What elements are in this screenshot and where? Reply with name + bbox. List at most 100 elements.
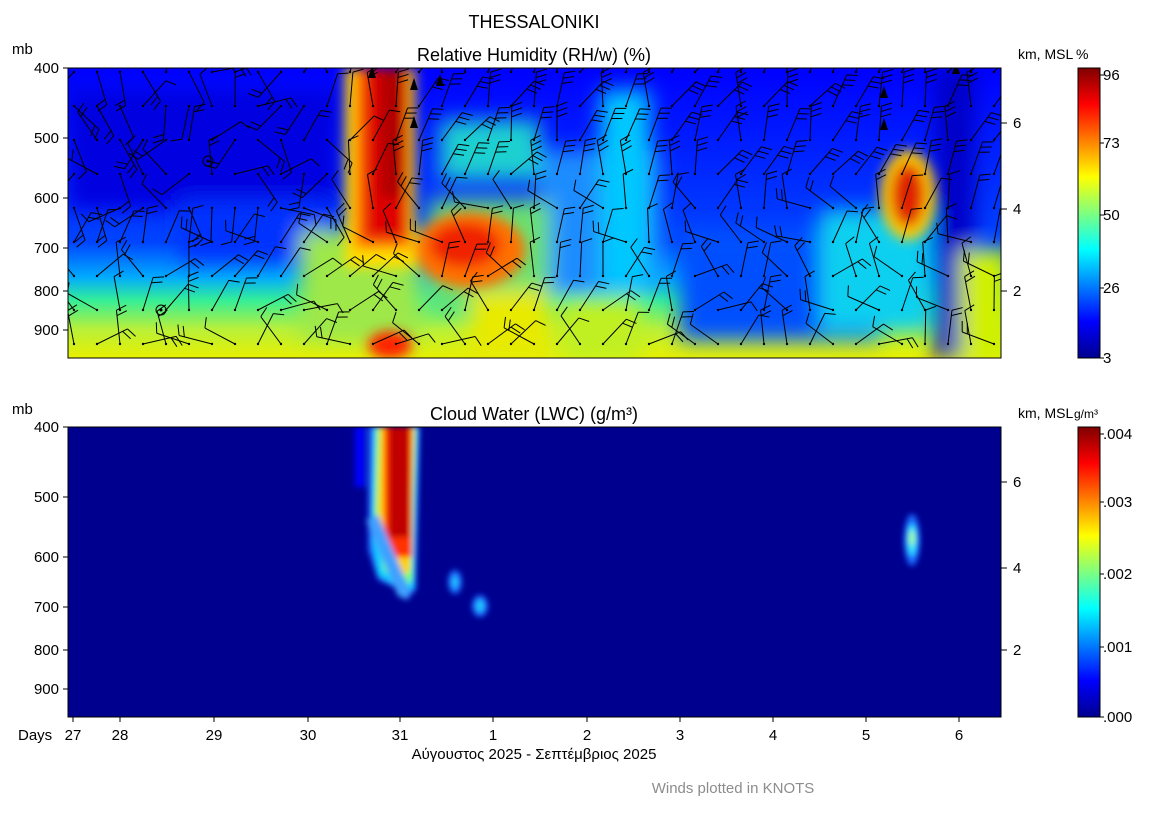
- wind-barb: [533, 277, 546, 311]
- wind-barb: [761, 252, 788, 277]
- wind-barb: [735, 222, 765, 243]
- wind-barb: [579, 81, 604, 107]
- day-tick-label: 6: [955, 727, 963, 744]
- wind-barb: [642, 72, 650, 107]
- day-tick-label: 4: [769, 727, 777, 744]
- wind-barb: [671, 81, 697, 107]
- height-tick-label: 4: [1013, 560, 1021, 577]
- wind-barb: [119, 139, 138, 170]
- wind-barb: [73, 139, 87, 172]
- wind-barb: [717, 111, 738, 141]
- figure-title: THESSALONIKI: [468, 12, 599, 32]
- pressure-tick-label: 600: [34, 190, 59, 207]
- colorbar-tick-label: 73: [1103, 135, 1120, 152]
- wind-barb: [326, 311, 340, 345]
- wind-barb: [619, 140, 627, 175]
- wind-barb: [211, 254, 239, 277]
- wind-barb: [161, 173, 190, 196]
- wind-barb: [349, 291, 379, 311]
- wind-barb: [487, 257, 518, 277]
- wind-barb: [760, 310, 765, 345]
- wind-barb: [947, 174, 951, 209]
- day-tick-label: 30: [300, 727, 317, 744]
- wind-barb: [386, 231, 420, 243]
- wind-barb: [556, 208, 565, 243]
- wind-barb: [924, 215, 947, 243]
- rh-pressure-axis: 400 500 600 700 800 900: [34, 60, 68, 339]
- wind-barb: [454, 201, 489, 209]
- wind-barb: [142, 277, 154, 311]
- colorbar-tick-label: .001: [1103, 639, 1132, 656]
- wind-barb: [878, 144, 897, 175]
- wind-barb: [740, 314, 760, 345]
- rh-heatmap: [68, 68, 1001, 358]
- wind-barb: [529, 242, 535, 277]
- wind-barb: [847, 295, 880, 311]
- day-tick-label: 3: [676, 727, 684, 744]
- wind-barb: [395, 72, 399, 107]
- lwc-panel: Cloud Water (LWC) (g/m³) mb km, MSL g/m³: [12, 401, 1132, 726]
- pressure-tick-label: 600: [34, 549, 59, 566]
- wind-barb: [671, 311, 684, 345]
- wind-barb: [88, 207, 121, 223]
- wind-barb: [717, 149, 743, 175]
- wind-barb: [855, 146, 878, 175]
- wind-barb: [395, 177, 413, 209]
- lwc-pressure-axis: 400 500 600 700 800 900: [34, 419, 68, 698]
- wind-barb: [855, 76, 874, 107]
- wind-barb: [533, 72, 537, 107]
- wind-barb: [947, 74, 963, 107]
- wind-barb: [165, 68, 168, 73]
- wind-barb: [970, 141, 983, 175]
- wind-barb: [804, 276, 811, 311]
- wind-barb: [298, 173, 305, 208]
- wind-barb: [648, 175, 660, 209]
- wind-barb: [625, 247, 645, 277]
- wind-barb: [257, 97, 292, 107]
- wind-barb: [740, 283, 763, 311]
- wind-barb: [441, 112, 463, 141]
- wind-barb: [761, 287, 788, 311]
- wind-barb: [809, 82, 836, 107]
- wind-barb: [372, 143, 389, 175]
- wind-barb: [777, 198, 811, 209]
- wind-barb: [805, 187, 834, 209]
- wind-barb: [492, 179, 512, 209]
- wind-barb: [901, 68, 905, 73]
- wind-barb: [901, 277, 914, 311]
- day-tick-label: 28: [112, 727, 129, 744]
- wind-barb: [800, 299, 834, 311]
- wind-barb: [256, 105, 282, 131]
- wind-barb: [855, 68, 858, 73]
- wind-barb: [253, 207, 259, 242]
- wind-pennant: [368, 68, 376, 78]
- wind-barb: [397, 181, 420, 209]
- wind-barb: [694, 263, 728, 277]
- wind-barb: [993, 130, 1001, 141]
- wind-barb: [510, 320, 537, 345]
- wind-barb: [970, 175, 981, 209]
- wind-barb: [392, 322, 420, 345]
- wind-barb: [211, 280, 230, 311]
- days-label: Days: [18, 727, 52, 744]
- wind-barb: [464, 243, 478, 277]
- wind-barb: [441, 177, 457, 209]
- wind-barb: [829, 185, 857, 209]
- lwc-plot-frame: [67, 426, 1002, 718]
- wind-barb: [947, 140, 957, 175]
- wind-barb: [257, 71, 276, 102]
- wind-barb: [178, 334, 213, 345]
- wind-barb: [372, 329, 405, 345]
- wind-barb: [682, 210, 696, 243]
- wind-barb: [464, 76, 484, 107]
- calm-wind-circle: [202, 155, 214, 167]
- wind-barb: [303, 318, 327, 345]
- wind-barb: [529, 208, 535, 243]
- wind-barb: [579, 281, 599, 311]
- wind-barb: [124, 139, 144, 169]
- wind-barb: [755, 227, 788, 243]
- wind-barb: [257, 313, 274, 345]
- wind-barb: [860, 212, 880, 243]
- wind-barb: [832, 74, 848, 107]
- wind-barb: [487, 323, 516, 345]
